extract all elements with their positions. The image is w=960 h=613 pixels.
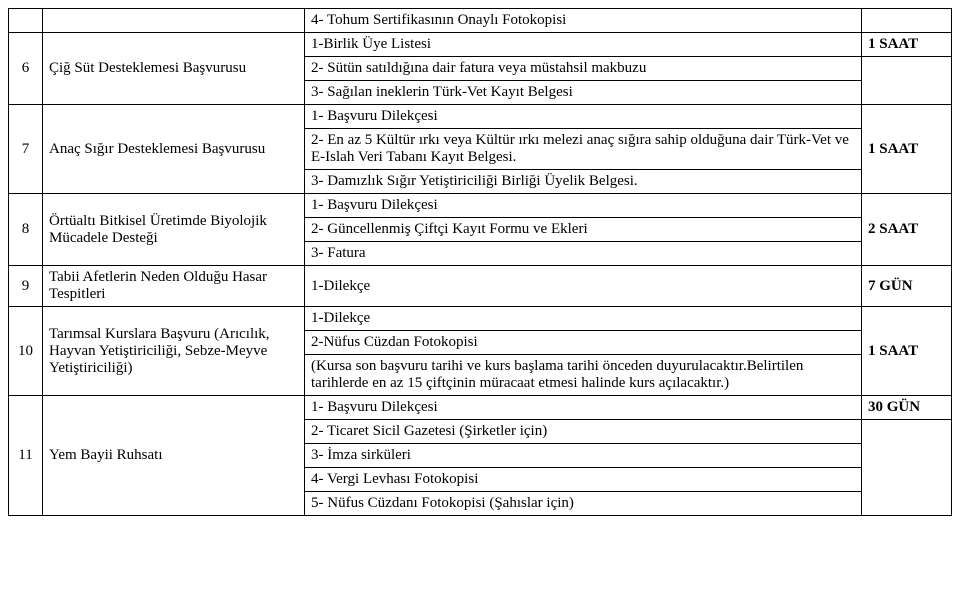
- cell-time: 30 GÜN: [862, 396, 952, 420]
- cell-desc: 1-Dilekçe: [305, 307, 862, 331]
- table-row: 7 Anaç Sığır Desteklemesi Başvurusu 1- B…: [9, 105, 952, 129]
- cell-num: [9, 9, 43, 33]
- cell-num: 8: [9, 194, 43, 266]
- cell-desc: 1-Dilekçe: [305, 266, 862, 307]
- cell-desc: (Kursa son başvuru tarihi ve kurs başlam…: [305, 355, 862, 396]
- cell-title: Tabii Afetlerin Neden Olduğu Hasar Tespi…: [43, 266, 305, 307]
- cell-num: 6: [9, 33, 43, 105]
- cell-num: 9: [9, 266, 43, 307]
- cell-num: 10: [9, 307, 43, 396]
- cell-title: [43, 9, 305, 33]
- cell-time: [862, 9, 952, 33]
- cell-num: 11: [9, 396, 43, 516]
- cell-desc: 2-Nüfus Cüzdan Fotokopisi: [305, 331, 862, 355]
- cell-time: 1 SAAT: [862, 105, 952, 194]
- cell-time: 1 SAAT: [862, 33, 952, 57]
- cell-desc: 1-Birlik Üye Listesi: [305, 33, 862, 57]
- cell-title: Anaç Sığır Desteklemesi Başvurusu: [43, 105, 305, 194]
- cell-desc: 3- Damızlık Sığır Yetiştiriciliği Birliğ…: [305, 170, 862, 194]
- table-row: 9 Tabii Afetlerin Neden Olduğu Hasar Tes…: [9, 266, 952, 307]
- cell-desc: 2- Ticaret Sicil Gazetesi (Şirketler içi…: [305, 420, 862, 444]
- cell-desc: 3- Sağılan ineklerin Türk-Vet Kayıt Belg…: [305, 81, 862, 105]
- table-row: 6 Çiğ Süt Desteklemesi Başvurusu 1-Birli…: [9, 33, 952, 57]
- table-row: 11 Yem Bayii Ruhsatı 1- Başvuru Dilekçes…: [9, 396, 952, 420]
- cell-time: [862, 420, 952, 516]
- services-table: 4- Tohum Sertifikasının Onaylı Fotokopis…: [8, 8, 952, 516]
- cell-desc: 4- Vergi Levhası Fotokopisi: [305, 468, 862, 492]
- cell-num: 7: [9, 105, 43, 194]
- cell-time: [862, 57, 952, 105]
- cell-desc: 4- Tohum Sertifikasının Onaylı Fotokopis…: [305, 9, 862, 33]
- cell-time: 1 SAAT: [862, 307, 952, 396]
- table-row: 4- Tohum Sertifikasının Onaylı Fotokopis…: [9, 9, 952, 33]
- cell-time: 2 SAAT: [862, 194, 952, 266]
- cell-desc: 1- Başvuru Dilekçesi: [305, 105, 862, 129]
- cell-title: Çiğ Süt Desteklemesi Başvurusu: [43, 33, 305, 105]
- cell-desc: 2- Güncellenmiş Çiftçi Kayıt Formu ve Ek…: [305, 218, 862, 242]
- cell-desc: 3- Fatura: [305, 242, 862, 266]
- cell-desc: 2- Sütün satıldığına dair fatura veya mü…: [305, 57, 862, 81]
- table-row: 10 Tarımsal Kurslara Başvuru (Arıcılık, …: [9, 307, 952, 331]
- cell-desc: 1- Başvuru Dilekçesi: [305, 396, 862, 420]
- cell-title: Yem Bayii Ruhsatı: [43, 396, 305, 516]
- cell-desc: 2- En az 5 Kültür ırkı veya Kültür ırkı …: [305, 129, 862, 170]
- cell-desc: 5- Nüfus Cüzdanı Fotokopisi (Şahıslar iç…: [305, 492, 862, 516]
- table-row: 8 Örtüaltı Bitkisel Üretimde Biyolojik M…: [9, 194, 952, 218]
- cell-title: Örtüaltı Bitkisel Üretimde Biyolojik Müc…: [43, 194, 305, 266]
- cell-time: 7 GÜN: [862, 266, 952, 307]
- cell-desc: 3- İmza sirküleri: [305, 444, 862, 468]
- cell-title: Tarımsal Kurslara Başvuru (Arıcılık, Hay…: [43, 307, 305, 396]
- cell-desc: 1- Başvuru Dilekçesi: [305, 194, 862, 218]
